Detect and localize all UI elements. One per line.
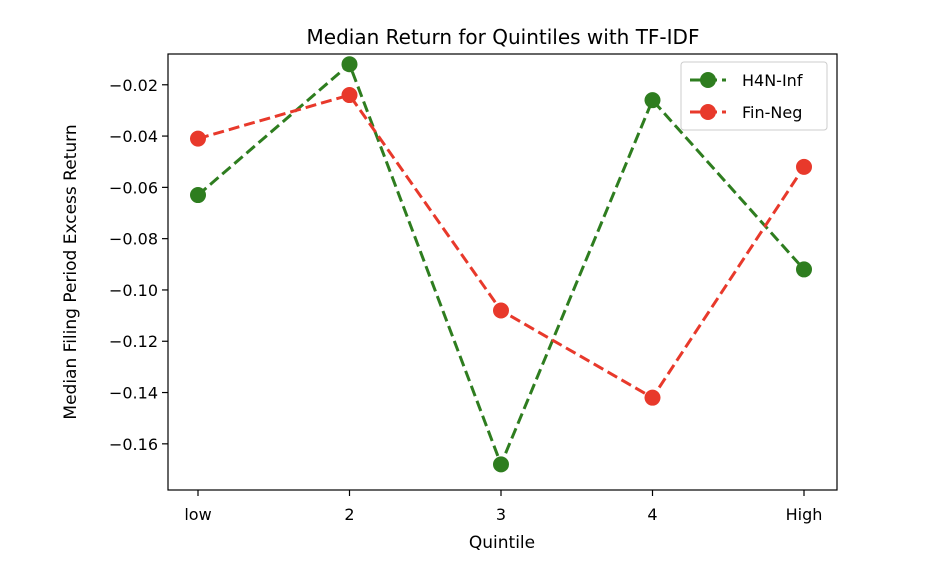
legend-box <box>680 61 828 131</box>
legend-label-h4n-inf: H4N-Inf <box>742 71 803 90</box>
legend-marker-h4n-inf <box>700 72 716 88</box>
data-point-fin-neg <box>493 302 509 319</box>
y-tick-label: −0.04 <box>109 127 158 146</box>
data-point-h4n-inf <box>493 456 509 473</box>
x-axis: low 2 3 4 High <box>184 490 822 524</box>
plot-area <box>167 53 838 491</box>
legend-label-fin-neg: Fin-Neg <box>742 103 802 122</box>
data-point-fin-neg <box>190 130 206 147</box>
x-tick-label: 2 <box>344 505 354 524</box>
data-point-h4n-inf <box>341 56 358 73</box>
series-layer <box>190 56 812 473</box>
data-point-fin-neg <box>341 87 358 104</box>
data-point-fin-neg <box>796 158 812 175</box>
x-axis-label: Quintile <box>469 533 535 553</box>
data-point-h4n-inf <box>796 261 812 278</box>
data-point-fin-neg <box>644 389 661 406</box>
y-tick-label: −0.14 <box>109 384 158 403</box>
y-tick-label: −0.08 <box>109 230 158 249</box>
series-line-fin-neg <box>197 93 806 400</box>
y-tick-label: −0.12 <box>109 332 158 351</box>
x-tick-label: High <box>786 505 823 524</box>
y-axis-label: Median Filing Period Excess Return <box>61 124 81 419</box>
y-tick-label: −0.10 <box>109 281 158 300</box>
x-tick-label: low <box>184 505 211 524</box>
data-point-h4n-inf <box>644 92 661 109</box>
legend-marker-fin-neg <box>700 104 716 120</box>
y-tick-label: −0.02 <box>109 76 158 95</box>
y-tick-label: −0.16 <box>109 435 158 454</box>
x-tick-label: 3 <box>496 505 506 524</box>
data-point-h4n-inf <box>190 187 206 204</box>
y-axis: −0.02 −0.04 −0.06 −0.08 −0.10 −0.12 −0.14 −0.16 <box>109 76 168 454</box>
legend: H4N-Inf Fin-Neg <box>680 61 828 131</box>
chart-title: Median Return for Quintiles with TF-IDF <box>307 25 700 49</box>
x-tick-label: 4 <box>647 505 657 524</box>
y-tick-label: −0.06 <box>109 178 158 197</box>
